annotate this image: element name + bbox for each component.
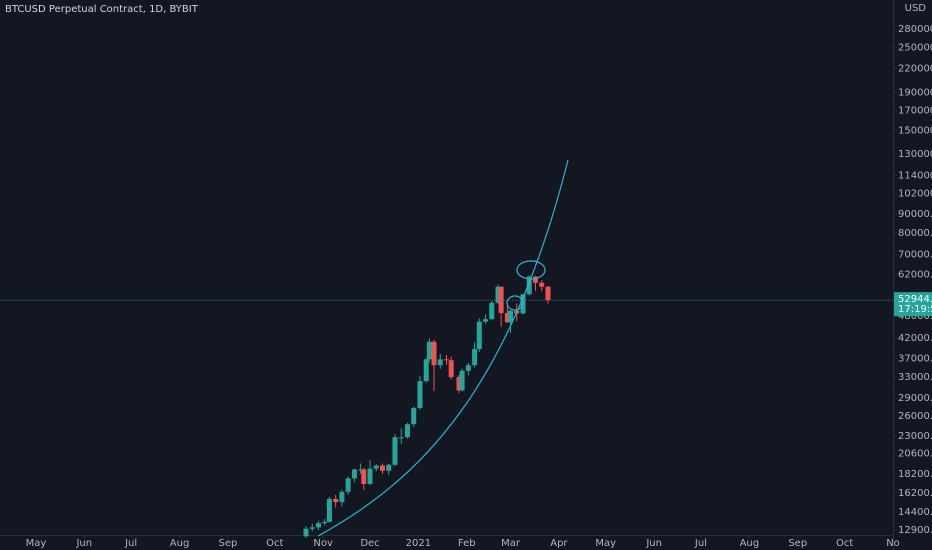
candle-body xyxy=(444,359,449,361)
y-tick-label: 18200.0 xyxy=(898,469,932,480)
candle-body xyxy=(392,437,398,465)
y-tick-label: 12900.0 xyxy=(898,525,932,536)
y-tick-label: 48000.0 xyxy=(898,311,932,322)
y-tick-label: 29000.0 xyxy=(898,393,932,404)
last-price-label: 52944.0 xyxy=(898,294,932,305)
candle-body xyxy=(303,528,309,537)
y-tick-label: 20600.0 xyxy=(898,449,932,460)
x-tick-label: May xyxy=(595,538,616,549)
candle-body xyxy=(386,464,392,471)
x-tick-label: Oct xyxy=(836,538,853,549)
candle-body xyxy=(483,319,489,322)
candle-body xyxy=(361,469,367,485)
y-tick-label: 26000.0 xyxy=(898,411,932,422)
x-tick-label: 2021 xyxy=(406,538,431,549)
plot xyxy=(303,275,551,538)
candle-body xyxy=(459,370,465,391)
candle-body xyxy=(456,377,462,391)
currency-bg xyxy=(894,0,932,14)
x-tick-label: Jun xyxy=(645,538,662,549)
y-tick-label: 250000.0 xyxy=(898,43,932,54)
candle-body xyxy=(417,381,423,408)
candle-body xyxy=(345,478,351,492)
y-tick-label: 114000.0 xyxy=(898,170,932,181)
candle-body xyxy=(448,360,454,378)
x-tick-label: Dec xyxy=(360,538,379,549)
countdown-label: 17:19:51 xyxy=(898,304,932,315)
candle-body xyxy=(423,359,429,382)
candle-body xyxy=(539,282,545,287)
x-tick-label: Nov xyxy=(313,538,333,549)
y-tick-label: 220000.0 xyxy=(898,63,932,74)
candle-body xyxy=(398,437,404,439)
candle-body xyxy=(309,527,315,529)
candle-body xyxy=(532,276,538,283)
candle-body xyxy=(358,469,364,471)
y-tick-label: 42000.0 xyxy=(898,333,932,344)
x-tick-label: Jul xyxy=(694,538,707,549)
candle-body xyxy=(426,341,432,360)
candle-body xyxy=(526,276,532,295)
y-tick-label: 70000.0 xyxy=(898,250,932,261)
x-tick-label: Jul xyxy=(124,538,137,549)
candle-body xyxy=(498,286,504,314)
candle-body xyxy=(315,523,321,528)
y-tick-label: 16200.0 xyxy=(898,488,932,499)
trend-curve xyxy=(317,159,569,537)
candle-body xyxy=(504,313,510,323)
candle-body xyxy=(411,407,417,425)
y-tick-label: 23000.0 xyxy=(898,431,932,442)
candle-body xyxy=(431,341,437,366)
candle-body xyxy=(508,310,514,323)
y-tick-label: 280000.0 xyxy=(898,24,932,35)
candle-body xyxy=(339,491,345,503)
x-tick-label: Sep xyxy=(788,538,807,549)
x-tick-label: Aug xyxy=(170,538,190,549)
y-tick-label: 33000.0 xyxy=(898,372,932,383)
y-tick-label: 14400.0 xyxy=(898,507,932,518)
x-tick-label: May xyxy=(26,538,47,549)
annotation-ellipse xyxy=(516,260,546,280)
y-tick-label: 62000.0 xyxy=(898,269,932,280)
candle-body xyxy=(545,286,551,301)
currency-label: USD xyxy=(905,3,927,14)
candle-body xyxy=(465,365,471,371)
y-tick-label: 190000.0 xyxy=(898,87,932,98)
y-tick-label: 150000.0 xyxy=(898,126,932,137)
candle-body xyxy=(322,521,328,524)
x-tick-label: Jun xyxy=(75,538,92,549)
chart-title: BTCUSD Perpetual Contract, 1D, BYBIT xyxy=(5,4,199,15)
candle-body xyxy=(379,465,385,471)
x-tick-label: Oct xyxy=(266,538,283,549)
candle-body xyxy=(367,468,373,485)
candle-body xyxy=(437,359,443,366)
y-tick-label: 80000.0 xyxy=(898,228,932,239)
candle-body xyxy=(472,349,478,366)
annotation-ellipse xyxy=(506,295,524,311)
candle-body xyxy=(351,469,357,479)
candle-body xyxy=(476,321,482,350)
y-tick-label: 37000.0 xyxy=(898,353,932,364)
y-tick-label: 130000.0 xyxy=(898,149,932,160)
x-tick-label: Apr xyxy=(550,538,568,549)
candle-body xyxy=(404,424,410,438)
y-tick-label: 170000.0 xyxy=(898,105,932,116)
candle-body xyxy=(489,302,495,320)
x-tick-label: Aug xyxy=(740,538,760,549)
candle-body xyxy=(373,465,379,469)
last-price-box xyxy=(894,292,932,317)
x-tick-label: Mar xyxy=(501,538,521,549)
candle-body xyxy=(326,498,332,522)
y-tick-label: 102000.0 xyxy=(898,188,932,199)
y-tick-label: 90000.0 xyxy=(898,209,932,220)
candle-body xyxy=(333,498,339,503)
x-tick-label: No xyxy=(886,538,900,549)
candle-body xyxy=(495,286,501,303)
x-tick-label: Feb xyxy=(458,538,476,549)
x-tick-label: Sep xyxy=(219,538,238,549)
